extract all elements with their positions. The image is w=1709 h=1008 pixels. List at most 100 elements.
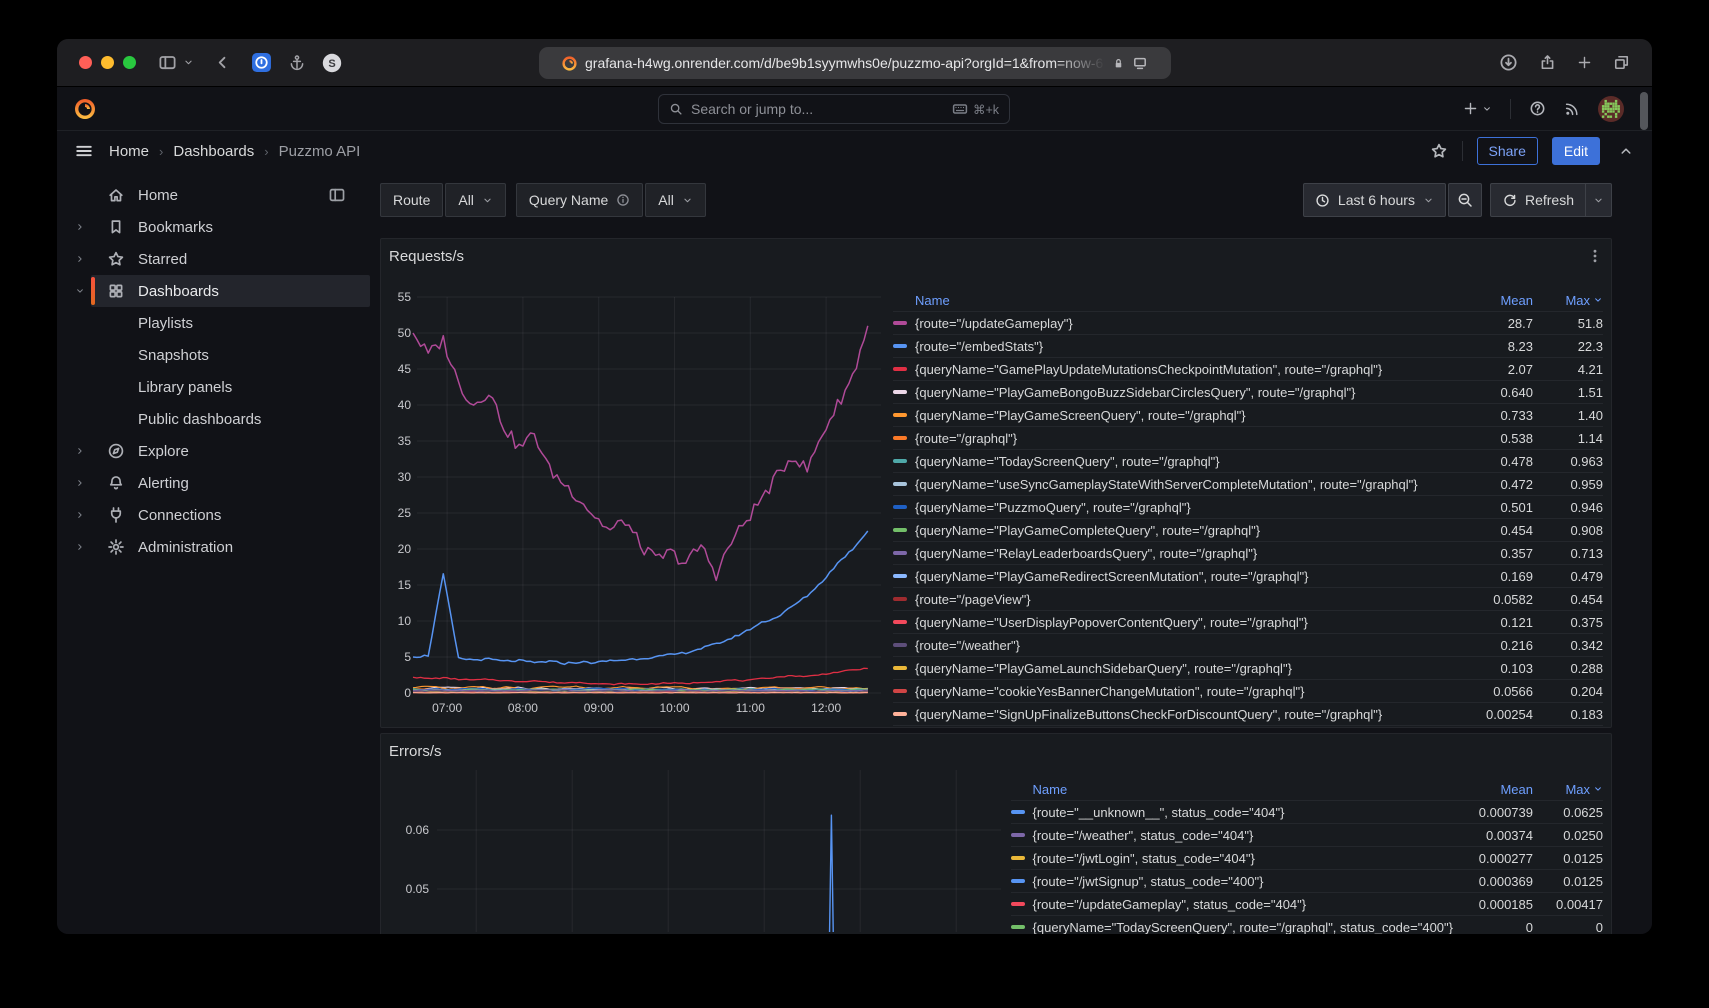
legend-row[interactable]: {queryName="cookieYesBannerChangeMutatio…: [893, 680, 1603, 703]
legend-row[interactable]: {route="/embedStats"} 8.23 22.3: [893, 335, 1603, 358]
query-name-filter-value[interactable]: All: [645, 183, 706, 217]
legend-row[interactable]: {queryName="PuzzmoQuery", route="/graphq…: [893, 496, 1603, 519]
series-name[interactable]: {route="/embedStats"}: [893, 339, 1453, 354]
chevron-right-icon[interactable]: [75, 542, 91, 552]
chevron-right-icon[interactable]: [75, 254, 91, 264]
legend-header-max[interactable]: Max: [1533, 293, 1603, 308]
chevron-right-icon[interactable]: [75, 446, 91, 456]
tab-overview-icon[interactable]: [1613, 54, 1630, 71]
series-name[interactable]: {queryName="TodayScreenQuery", route="/g…: [1010, 920, 1453, 934]
series-name[interactable]: {route="/updateGameplay", status_code="4…: [1010, 897, 1453, 912]
edit-button[interactable]: Edit: [1551, 137, 1600, 165]
dock-sidebar-icon[interactable]: [328, 186, 346, 204]
legend-row[interactable]: {queryName="useSyncGameplayStateWithServ…: [893, 473, 1603, 496]
refresh-button[interactable]: Refresh: [1491, 184, 1585, 216]
legend-row[interactable]: {queryName="PlayGameLaunchSidebarQuery",…: [893, 657, 1603, 680]
series-name[interactable]: {route="/jwtSignup", status_code="400"}: [1010, 874, 1453, 889]
sidebar-toggle-icon[interactable]: [158, 53, 177, 72]
series-color-swatch[interactable]: [893, 505, 907, 509]
legend-header-max[interactable]: Max: [1533, 782, 1603, 797]
series-color-swatch[interactable]: [893, 390, 907, 394]
legend-row[interactable]: {queryName="GamePlayUpdateMutationsCheck…: [893, 358, 1603, 381]
query-name-filter[interactable]: Query Name All: [515, 183, 706, 217]
minimize-window-button[interactable]: [101, 56, 114, 69]
series-color-swatch[interactable]: [893, 459, 907, 463]
series-name[interactable]: {queryName="PlayGameBongoBuzzSidebarCirc…: [893, 385, 1453, 400]
legend-header-name[interactable]: Name: [915, 292, 950, 308]
series-name[interactable]: {queryName="PlayGameLaunchSidebarQuery",…: [893, 661, 1453, 676]
avatar[interactable]: [1598, 95, 1624, 122]
legend-row[interactable]: {route="/jwtSignup", status_code="400"} 0…: [1010, 870, 1603, 893]
series-name[interactable]: {queryName="TodayScreenQuery", route="/g…: [893, 454, 1453, 469]
tab-group-chevron-icon[interactable]: [183, 57, 194, 68]
zoom-out-button[interactable]: [1447, 183, 1482, 217]
series-name[interactable]: {queryName="PlayGameScreenQuery", route=…: [893, 408, 1453, 423]
legend-row[interactable]: {route="__unknown__", status_code="404"}…: [1010, 801, 1603, 824]
series-color-swatch[interactable]: [1010, 902, 1025, 906]
series-color-swatch[interactable]: [893, 666, 907, 670]
share-icon[interactable]: [1539, 54, 1556, 71]
onepassword-extension-icon[interactable]: [251, 52, 272, 73]
sidebar-item-connections[interactable]: Connections: [57, 499, 372, 531]
legend-row[interactable]: {route="/pageView"} 0.0582 0.454: [893, 588, 1603, 611]
downloads-icon[interactable]: [1499, 53, 1518, 72]
series-color-swatch[interactable]: [893, 528, 907, 532]
anchor-extension-icon[interactable]: [288, 54, 306, 72]
series-name[interactable]: {route="/graphql"}: [893, 431, 1453, 446]
sidebar-item-public-dashboards[interactable]: Public dashboards: [57, 403, 372, 435]
sidebar-item-snapshots[interactable]: Snapshots: [57, 339, 372, 371]
series-color-swatch[interactable]: [893, 482, 907, 486]
series-color-swatch[interactable]: [893, 620, 907, 624]
shush-extension-icon[interactable]: S: [322, 53, 342, 73]
series-name[interactable]: {queryName="UserDisplayPopoverContentQue…: [893, 615, 1453, 630]
series-color-swatch[interactable]: [1010, 856, 1025, 860]
series-color-swatch[interactable]: [893, 574, 907, 578]
series-name[interactable]: {queryName="PlayGameRedirectScreenMutati…: [893, 569, 1453, 584]
menu-icon[interactable]: [75, 142, 93, 160]
series-color-swatch[interactable]: [893, 436, 907, 440]
scrollbar-thumb[interactable]: [1640, 92, 1648, 130]
sidebar-item-administration[interactable]: Administration: [57, 531, 372, 563]
series-name[interactable]: {queryName="PuzzmoQuery", route="/graphq…: [893, 500, 1453, 515]
collapse-topbar-icon[interactable]: [1618, 143, 1634, 159]
legend-row[interactable]: {route="/updateGameplay", status_code="4…: [1010, 893, 1603, 916]
requests-chart[interactable]: 0 5 10 15 20 25 30 35 40 45 50 55 07:00 08:00 09:00 10:…: [389, 267, 889, 717]
news-icon[interactable]: [1564, 101, 1580, 117]
series-name[interactable]: {route="/jwtLogin", status_code="404"}: [1010, 851, 1453, 866]
legend-row[interactable]: {route="/updateGameplay"} 28.7 51.8: [893, 312, 1603, 335]
sidebar-item-alerting[interactable]: Alerting: [57, 467, 372, 499]
series-name[interactable]: {queryName="useSyncGameplayStateWithServ…: [893, 477, 1453, 492]
requests-panel-header[interactable]: Requests/s: [389, 245, 1603, 267]
back-icon[interactable]: [214, 54, 231, 71]
series-name[interactable]: {route="/weather"}: [893, 638, 1453, 653]
series-color-swatch[interactable]: [893, 321, 907, 325]
time-range-picker[interactable]: Last 6 hours: [1302, 183, 1446, 217]
series-name[interactable]: {route="/weather", status_code="404"}: [1010, 828, 1453, 843]
display-icon[interactable]: [1132, 55, 1148, 71]
legend-row[interactable]: {queryName="PlayGameBongoBuzzSidebarCirc…: [893, 381, 1603, 404]
series-color-swatch[interactable]: [893, 344, 907, 348]
sidebar-item-starred[interactable]: Starred: [57, 243, 372, 275]
legend-row[interactable]: {queryName="SignUpFinalizeButtonsCheckFo…: [893, 703, 1603, 726]
legend-row[interactable]: {queryName="UserDisplayPopoverContentQue…: [893, 611, 1603, 634]
sidebar-item-library-panels[interactable]: Library panels: [57, 371, 372, 403]
legend-header-mean[interactable]: Mean: [1500, 292, 1533, 308]
grafana-logo[interactable]: [73, 97, 97, 121]
legend-row[interactable]: {route="/jwtLogin", status_code="404"} 0.…: [1010, 847, 1603, 870]
legend-row[interactable]: {route="/weather"} 0.216 0.342: [893, 634, 1603, 657]
series-name[interactable]: {queryName="PlayGameCompleteQuery", rout…: [893, 523, 1453, 538]
sidebar-item-home[interactable]: Home: [57, 179, 372, 211]
series-name[interactable]: {route="/updateGameplay"}: [893, 316, 1453, 331]
series-name[interactable]: {queryName="cookieYesBannerChangeMutatio…: [893, 684, 1453, 699]
series-color-swatch[interactable]: [1010, 833, 1025, 837]
legend-row[interactable]: {route="/weather", status_code="404"} 0.0…: [1010, 824, 1603, 847]
breadcrumb-home[interactable]: Home: [109, 142, 150, 160]
star-icon[interactable]: [1430, 142, 1448, 160]
series-name[interactable]: {queryName="GamePlayUpdateMutationsCheck…: [893, 362, 1453, 377]
sidebar-item-bookmarks[interactable]: Bookmarks: [57, 211, 372, 243]
breadcrumb-dashboards[interactable]: Dashboards: [173, 142, 255, 160]
search-input[interactable]: Search or jump to... ⌘+k: [658, 94, 1010, 124]
series-color-swatch[interactable]: [893, 689, 907, 693]
series-color-swatch[interactable]: [1010, 810, 1025, 814]
series-color-swatch[interactable]: [1010, 879, 1025, 883]
